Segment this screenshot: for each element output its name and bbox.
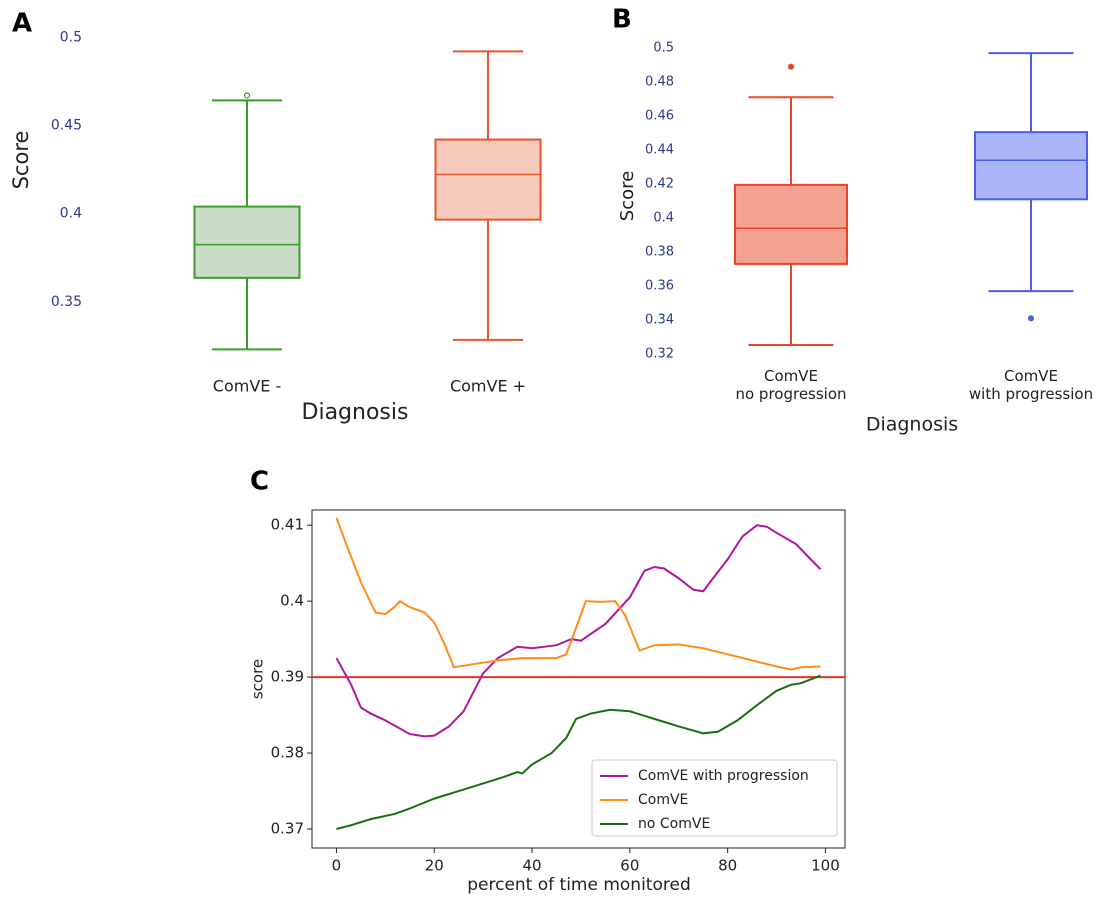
y-tick-label: 0.36	[645, 279, 674, 294]
y-axis-label: score	[249, 659, 267, 699]
y-tick-label: 0.42	[645, 177, 674, 192]
box	[434, 138, 542, 221]
x-tick-label: 20	[425, 857, 444, 875]
outlier	[787, 63, 795, 70]
y-tick-label: 0.41	[271, 516, 304, 534]
box	[974, 131, 1088, 201]
y-tick-label: 0.4	[60, 206, 82, 222]
y-tick-label: 0.39	[271, 668, 304, 686]
outlier	[1027, 315, 1035, 322]
panel-label: B	[612, 5, 632, 35]
plot-frame	[311, 509, 846, 849]
legend-box	[591, 759, 838, 837]
y-tick-label: 0.35	[51, 294, 82, 310]
legend-label: ComVE with progression	[638, 768, 809, 784]
y-axis-label: Score	[617, 171, 638, 221]
x-tick-label: 100	[811, 857, 840, 875]
box	[193, 205, 301, 279]
series-line	[335, 517, 821, 671]
y-tick-label: 0.5	[60, 29, 82, 45]
x-axis-label: Diagnosis	[866, 414, 958, 436]
panel-label: A	[12, 9, 32, 39]
y-tick-label: 0.4	[653, 211, 674, 226]
x-tick-label: 80	[718, 857, 737, 875]
y-tick-label: 0.5	[653, 41, 674, 56]
series-line	[336, 674, 821, 830]
x-axis-label: percent of time monitored	[467, 875, 691, 895]
y-tick-label: 0.34	[645, 313, 674, 328]
y-tick-label: 0.48	[645, 75, 674, 90]
x-tick-label: 0	[332, 857, 342, 875]
y-tick-label: 0.45	[51, 117, 82, 133]
y-tick-label: 0.4	[280, 592, 304, 610]
legend-label: ComVE	[638, 792, 688, 808]
y-tick-label: 0.32	[645, 347, 674, 362]
x-tick-label: 60	[620, 857, 639, 875]
y-tick-label: 0.37	[271, 820, 304, 838]
box	[734, 183, 848, 265]
x-tick-label: ComVE -	[213, 377, 281, 396]
y-tick-label: 0.46	[645, 109, 674, 124]
y-axis-label: Score	[9, 131, 33, 190]
y-tick-label: 0.38	[645, 245, 674, 260]
x-tick-label: ComVE no progression	[735, 367, 846, 403]
outlier	[243, 92, 251, 99]
panel-label: C	[250, 467, 269, 497]
y-tick-label: 0.38	[271, 744, 304, 762]
series-line	[335, 524, 822, 738]
x-tick-label: 40	[522, 857, 541, 875]
x-tick-label: ComVE with progression	[969, 367, 1093, 403]
x-tick-label: ComVE +	[450, 377, 526, 396]
legend-label: no ComVE	[638, 816, 710, 832]
x-axis-label: Diagnosis	[302, 400, 409, 425]
y-tick-label: 0.44	[645, 143, 674, 158]
